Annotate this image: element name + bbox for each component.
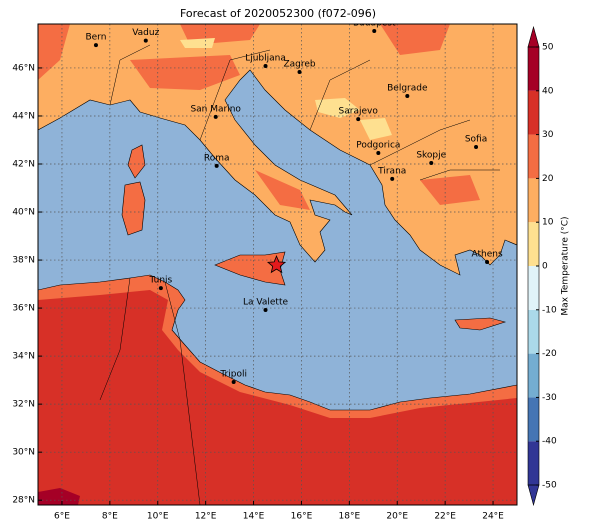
city-label: San Marino [190,104,241,114]
colorbar-tick-label: 20 [542,174,554,184]
warm-region [38,24,480,210]
colorbar-bin [528,90,539,135]
hot-region [38,290,517,505]
city-dot [376,150,381,155]
city-dot [356,117,361,122]
city-dot [372,28,377,33]
city-dot [263,308,268,313]
city-dot [143,38,148,43]
colorbar-label: Max Temperature (°C) [561,216,571,315]
title: Forecast of 2020052300 (f072-096) [180,7,376,20]
colorbar-bin [528,266,539,310]
city-label: Tunis [148,276,172,286]
city-dot [263,64,268,69]
x-tick-label: 10°E [147,512,169,522]
map-frame [37,23,518,506]
x-tick-label: 18°E [339,512,361,522]
city-dot [214,163,219,168]
city-label: Roma [204,153,230,163]
land-sardinia [121,181,146,236]
colorbar-tick-label: -20 [542,349,557,359]
colorbar-tick-label: -40 [542,437,557,447]
x-tick-label: 24°E [482,512,504,522]
city-dot [213,114,218,119]
y-tick-label: 46°N [12,63,35,73]
location-star [266,255,287,274]
x-tick-label: 6°E [54,512,70,522]
x-tick-label: 16°E [291,512,313,522]
city-dot [231,380,236,385]
colorbar-tick-label: 30 [542,130,554,140]
city-dot [297,70,302,75]
city-label: Athens [471,249,502,259]
city-label: Vaduz [132,28,159,38]
city-label: Sofia [465,134,487,144]
y-tick-label: 32°N [12,400,35,410]
hottest-region [38,488,80,505]
x-tick-label: 20°E [386,512,408,522]
city-label: Tirana [377,166,406,176]
y-tick-label: 38°N [12,256,35,266]
colorbar-tick-label: 10 [542,218,554,228]
city-dot [474,144,479,149]
city-dot [429,161,434,166]
y-tick-label: 42°N [12,160,35,170]
y-tick-label: 28°N [12,496,35,506]
y-tick-label: 40°N [12,208,35,218]
colorbar-tick-label: -10 [542,305,557,315]
city-label: Bern [85,33,106,43]
land-corsica [127,144,146,179]
colorbar-tick-label: 40 [542,86,554,96]
colorbar-extend-top [527,25,540,48]
country-border [99,44,500,505]
colorbar-bin [528,441,539,485]
city-label: Zagreb [283,60,315,70]
y-tick-label: 36°N [12,304,35,314]
colorbar-tick-label: 0 [542,262,548,272]
city-dot [93,43,98,48]
colorbar-tick-label: 50 [542,43,554,53]
city-label: Tripoli [219,370,247,380]
colorbar-extend-bottom [527,484,540,507]
cool-region [180,38,392,140]
colorbar-bin [528,134,539,179]
colorbar-bin [528,178,539,223]
y-tick-label: 44°N [12,111,35,121]
city-dot [158,286,163,291]
y-tick-label: 34°N [12,352,35,362]
colorbar-tick-label: -50 [542,481,557,491]
colorbar-bin [528,397,539,442]
colorbar-bin [528,47,539,91]
colorbar-tick-label: -30 [542,393,557,403]
x-tick-label: 22°E [434,512,456,522]
colorbar-bin [528,309,539,354]
colorbar-bin [528,222,539,266]
city-dot [485,259,490,264]
city-label: Budapest [353,18,396,28]
city-label: Belgrade [387,84,428,94]
city-label: Sarajevo [339,107,379,117]
city-dot [405,94,410,99]
city-dot [390,176,395,181]
city-label: Skopje [416,151,446,161]
city-label: Podgorica [356,140,400,150]
y-tick-label: 30°N [12,448,35,458]
x-tick-label: 14°E [243,512,265,522]
city-label: La Valette [243,298,288,308]
land-crete [454,317,507,331]
x-tick-label: 8°E [102,512,118,522]
city-label: Ljubljana [245,54,286,64]
colorbar-bin [528,353,539,398]
x-tick-label: 12°E [195,512,217,522]
